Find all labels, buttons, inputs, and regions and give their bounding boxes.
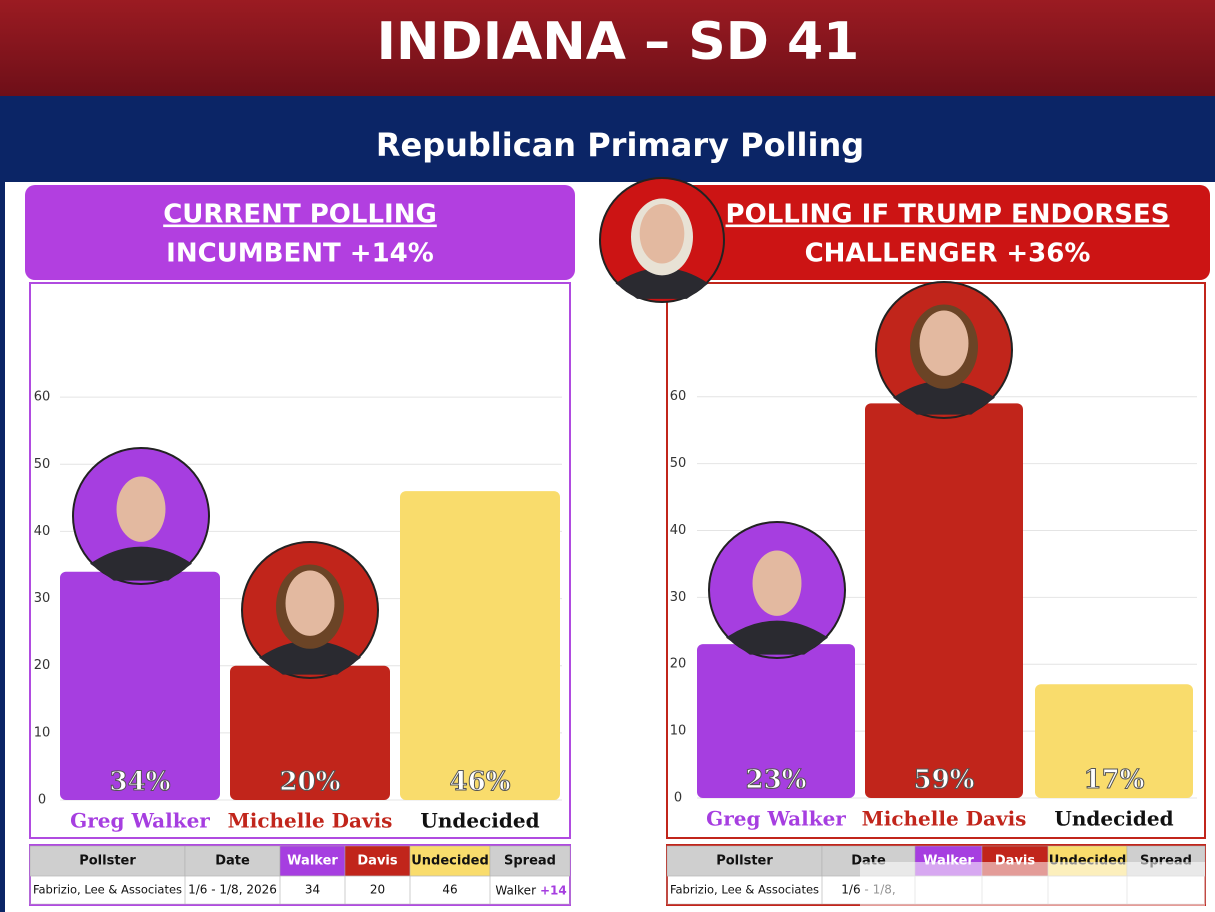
- bar: [697, 644, 855, 798]
- photo-body: [90, 546, 192, 581]
- y-tick-label: 60: [34, 390, 51, 405]
- photo: [599, 177, 725, 303]
- category-label: Greg Walker: [706, 807, 846, 831]
- value-label: 34%: [110, 767, 171, 797]
- category-label: Michelle Davis: [228, 809, 393, 833]
- bar: [230, 665, 390, 800]
- table-cell-text: 34: [305, 883, 320, 897]
- value-label: 17%: [1084, 765, 1145, 795]
- bar: [1035, 684, 1193, 798]
- value-label: 23%: [746, 765, 807, 795]
- value-label: 46%: [450, 767, 511, 797]
- banner: [0, 0, 1215, 96]
- photo: [708, 521, 846, 659]
- y-tick-label: 30: [34, 591, 51, 606]
- table-header-cell: [184, 845, 281, 877]
- photo-face: [639, 204, 685, 264]
- table-cell-text: 1/6 - 1/8, 2026: [188, 883, 277, 897]
- panel-subtitle: INCUMBENT +14%: [166, 239, 434, 269]
- photo: [875, 281, 1013, 419]
- photo-face: [919, 310, 969, 376]
- photo-body: [259, 640, 361, 675]
- photo-face: [285, 570, 335, 636]
- table-header: Pollster: [79, 854, 136, 869]
- table-header-cell: [279, 845, 346, 877]
- category-label: Undecided: [1054, 807, 1173, 831]
- y-tick-label: 50: [34, 457, 51, 472]
- y-tick-label: 60: [670, 389, 687, 404]
- table-header-cell: [666, 845, 823, 877]
- bar: [60, 571, 220, 800]
- table-header: Davis: [357, 854, 397, 869]
- y-tick-label: 30: [670, 590, 687, 605]
- table-header: Spread: [504, 854, 556, 869]
- y-tick-label: 20: [670, 657, 687, 672]
- bar: [865, 403, 1023, 798]
- panel-header: [665, 185, 1210, 280]
- category-label: Michelle Davis: [862, 807, 1027, 831]
- y-tick-label: 0: [674, 791, 682, 806]
- overlay: [860, 862, 1205, 912]
- photo-body: [893, 380, 995, 415]
- table-header-cell: [344, 845, 411, 877]
- value-label: 20%: [280, 767, 341, 797]
- table-header: Pollster: [716, 854, 773, 869]
- subtitle-band: [0, 96, 1215, 182]
- y-tick-label: 40: [34, 524, 51, 539]
- photo-face: [116, 476, 166, 542]
- value-label: 59%: [914, 765, 975, 795]
- table-header-cell: [489, 845, 571, 877]
- table-cell-text: Fabrizio, Lee & Associates: [33, 883, 182, 897]
- panel-title: CURRENT POLLING: [163, 200, 437, 230]
- photo-body: [726, 620, 828, 655]
- panel-header: [25, 185, 575, 280]
- photo: [241, 541, 379, 679]
- photo: [72, 447, 210, 585]
- table-cell-text: Fabrizio, Lee & Associates: [670, 883, 819, 897]
- y-tick-label: 20: [34, 658, 51, 673]
- table-header: Undecided: [411, 854, 489, 869]
- y-tick-label: 0: [38, 793, 46, 808]
- photo-face: [752, 550, 802, 616]
- bar: [400, 491, 560, 800]
- table-cell-text: 46: [442, 883, 457, 897]
- table-cell: [489, 875, 571, 905]
- table-cell-text: 20: [370, 883, 385, 897]
- y-tick-label: 10: [34, 725, 51, 740]
- spread-margin: +14: [540, 884, 567, 898]
- panel-title: POLLING IF TRUMP ENDORSES: [726, 200, 1170, 230]
- category-label: Greg Walker: [70, 809, 210, 833]
- spread-name: Walker: [495, 884, 536, 898]
- title: INDIANA – SD 41: [377, 12, 860, 72]
- y-tick-label: 10: [670, 724, 687, 739]
- panel-subtitle: CHALLENGER +36%: [805, 239, 1091, 269]
- y-tick-label: 50: [670, 456, 687, 471]
- photo-body: [615, 267, 709, 299]
- subtitle: Republican Primary Polling: [376, 126, 864, 164]
- category-label: Undecided: [420, 809, 539, 833]
- y-tick-label: 40: [670, 523, 687, 538]
- table-header: Walker: [287, 854, 338, 869]
- left-edge: [0, 96, 5, 912]
- table-header: Date: [215, 854, 250, 869]
